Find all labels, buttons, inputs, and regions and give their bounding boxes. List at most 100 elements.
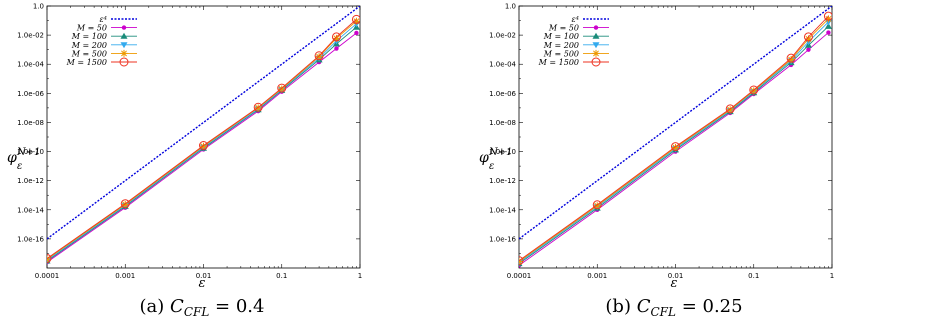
figure-caption: (b) CCFL = 0.25 — [605, 296, 742, 319]
legend-marker — [593, 25, 599, 30]
chart-panel-b: 0.0001 0.001 0.01 0.1 1 1.0e-16 1.0e-14 1.0e-12… — [472, 0, 944, 325]
series-line — [47, 23, 357, 261]
legend-label: ε⁴ — [100, 15, 108, 24]
x-tick-label: 0.001 — [115, 272, 135, 280]
x-tick-label: 1 — [830, 272, 834, 280]
data-point — [120, 199, 130, 209]
legend-marker — [592, 49, 600, 57]
y-tick-label: 1.0e-06 — [17, 90, 44, 98]
data-point — [253, 102, 263, 112]
data-point — [787, 56, 795, 64]
y-tick-label: 1.0e-12 — [489, 177, 516, 185]
y-tick-label: 1.0e-12 — [17, 177, 44, 185]
series-line — [519, 32, 829, 266]
legend-marker — [591, 57, 601, 67]
data-point — [121, 201, 129, 209]
data-point — [786, 53, 796, 63]
data-point — [200, 142, 207, 150]
y-axis-label: φN+1 ε — [479, 147, 512, 172]
data-point — [519, 256, 524, 266]
legend-label: M = 100 — [543, 32, 579, 41]
series-m=500 — [519, 15, 832, 265]
legend-marker — [121, 25, 127, 30]
data-point — [332, 34, 340, 42]
data-point — [331, 32, 341, 42]
y-tick-label: 1.0e-04 — [489, 61, 516, 69]
x-tick-label: 0.1 — [748, 272, 759, 280]
data-point — [314, 51, 324, 61]
data-point — [334, 46, 339, 51]
series-line — [47, 20, 357, 260]
data-point — [315, 53, 323, 61]
chart-panel-a: 0.0001 0.001 0.01 0.1 1 1.0e-16 1.0e-14 1.0e-12… — [0, 0, 472, 325]
data-point — [806, 47, 811, 52]
data-point — [804, 35, 812, 43]
data-point — [593, 202, 601, 210]
data-point — [592, 200, 602, 210]
legend-marker — [120, 49, 128, 57]
legend-marker — [120, 42, 128, 49]
legend-marker — [592, 32, 600, 39]
x-tick-label: 0.0001 — [35, 272, 60, 280]
legend-label: M = 200 — [543, 41, 579, 50]
y-tick-label: 1.0e-06 — [489, 90, 516, 98]
data-point — [803, 32, 813, 42]
x-tick-label: 0.001 — [587, 272, 607, 280]
y-tick-label: 1.0e-16 — [17, 235, 44, 243]
series-m=1500 — [47, 14, 360, 263]
series-line — [519, 21, 829, 263]
data-point — [725, 104, 735, 114]
data-point — [277, 83, 287, 93]
data-point — [824, 15, 832, 23]
data-point — [749, 85, 759, 95]
data-point — [671, 142, 680, 152]
legend-marker — [119, 57, 129, 67]
series-m=500 — [47, 17, 360, 263]
y-tick-label: 1.0 — [33, 3, 44, 11]
figure-caption: (a) CCFL = 0.4 — [140, 296, 265, 319]
y-axis-label: φN+1 ε — [7, 147, 40, 172]
x-axis-label: ε — [199, 276, 206, 291]
series-line — [519, 15, 829, 262]
legend-label: ε⁴ — [572, 15, 580, 24]
x-axis-label: ε — [671, 276, 678, 291]
legend-label: M = 100 — [71, 32, 107, 41]
y-tick-label: 1.0e-02 — [17, 32, 44, 40]
legend-label: M = 500 — [543, 49, 579, 58]
x-tick-label: 1 — [358, 272, 362, 280]
chart-svg: 0.0001 0.001 0.01 0.1 1 1.0e-16 1.0e-14 1.0e-12… — [7, 3, 362, 320]
data-point — [47, 253, 52, 263]
data-point — [352, 17, 360, 25]
y-tick-label: 1.0e-08 — [17, 119, 44, 127]
x-tick-label: 0.01 — [196, 272, 212, 280]
y-tick-label: 1.0e-02 — [489, 32, 516, 40]
data-point — [826, 30, 831, 35]
legend-label: M = 50 — [76, 24, 107, 33]
legend-marker — [592, 42, 600, 49]
data-point — [672, 143, 679, 151]
series-line — [519, 18, 829, 262]
legend-marker — [120, 32, 128, 39]
data-point — [278, 85, 286, 93]
series-line — [47, 26, 357, 262]
x-tick-label: 0.0001 — [507, 272, 532, 280]
y-tick-label: 1.0e-08 — [489, 119, 516, 127]
data-point — [254, 104, 262, 112]
y-tick-label: 1.0e-04 — [17, 61, 44, 69]
series-line — [47, 32, 357, 263]
legend-label: M = 50 — [548, 24, 579, 33]
data-point — [354, 30, 359, 36]
y-tick-label: 1.0 — [505, 3, 516, 11]
data-point — [726, 106, 734, 114]
data-point — [824, 22, 832, 29]
y-tick-label: 1.0e-14 — [489, 206, 516, 214]
data-point — [823, 11, 832, 21]
x-tick-label: 0.1 — [276, 272, 287, 280]
legend-label: M = 1500 — [538, 58, 579, 67]
data-point — [351, 14, 360, 24]
legend-label: M = 500 — [71, 49, 107, 58]
data-point — [199, 141, 208, 151]
chart-svg: 0.0001 0.001 0.01 0.1 1 1.0e-16 1.0e-14 1.0e-12… — [479, 3, 834, 320]
